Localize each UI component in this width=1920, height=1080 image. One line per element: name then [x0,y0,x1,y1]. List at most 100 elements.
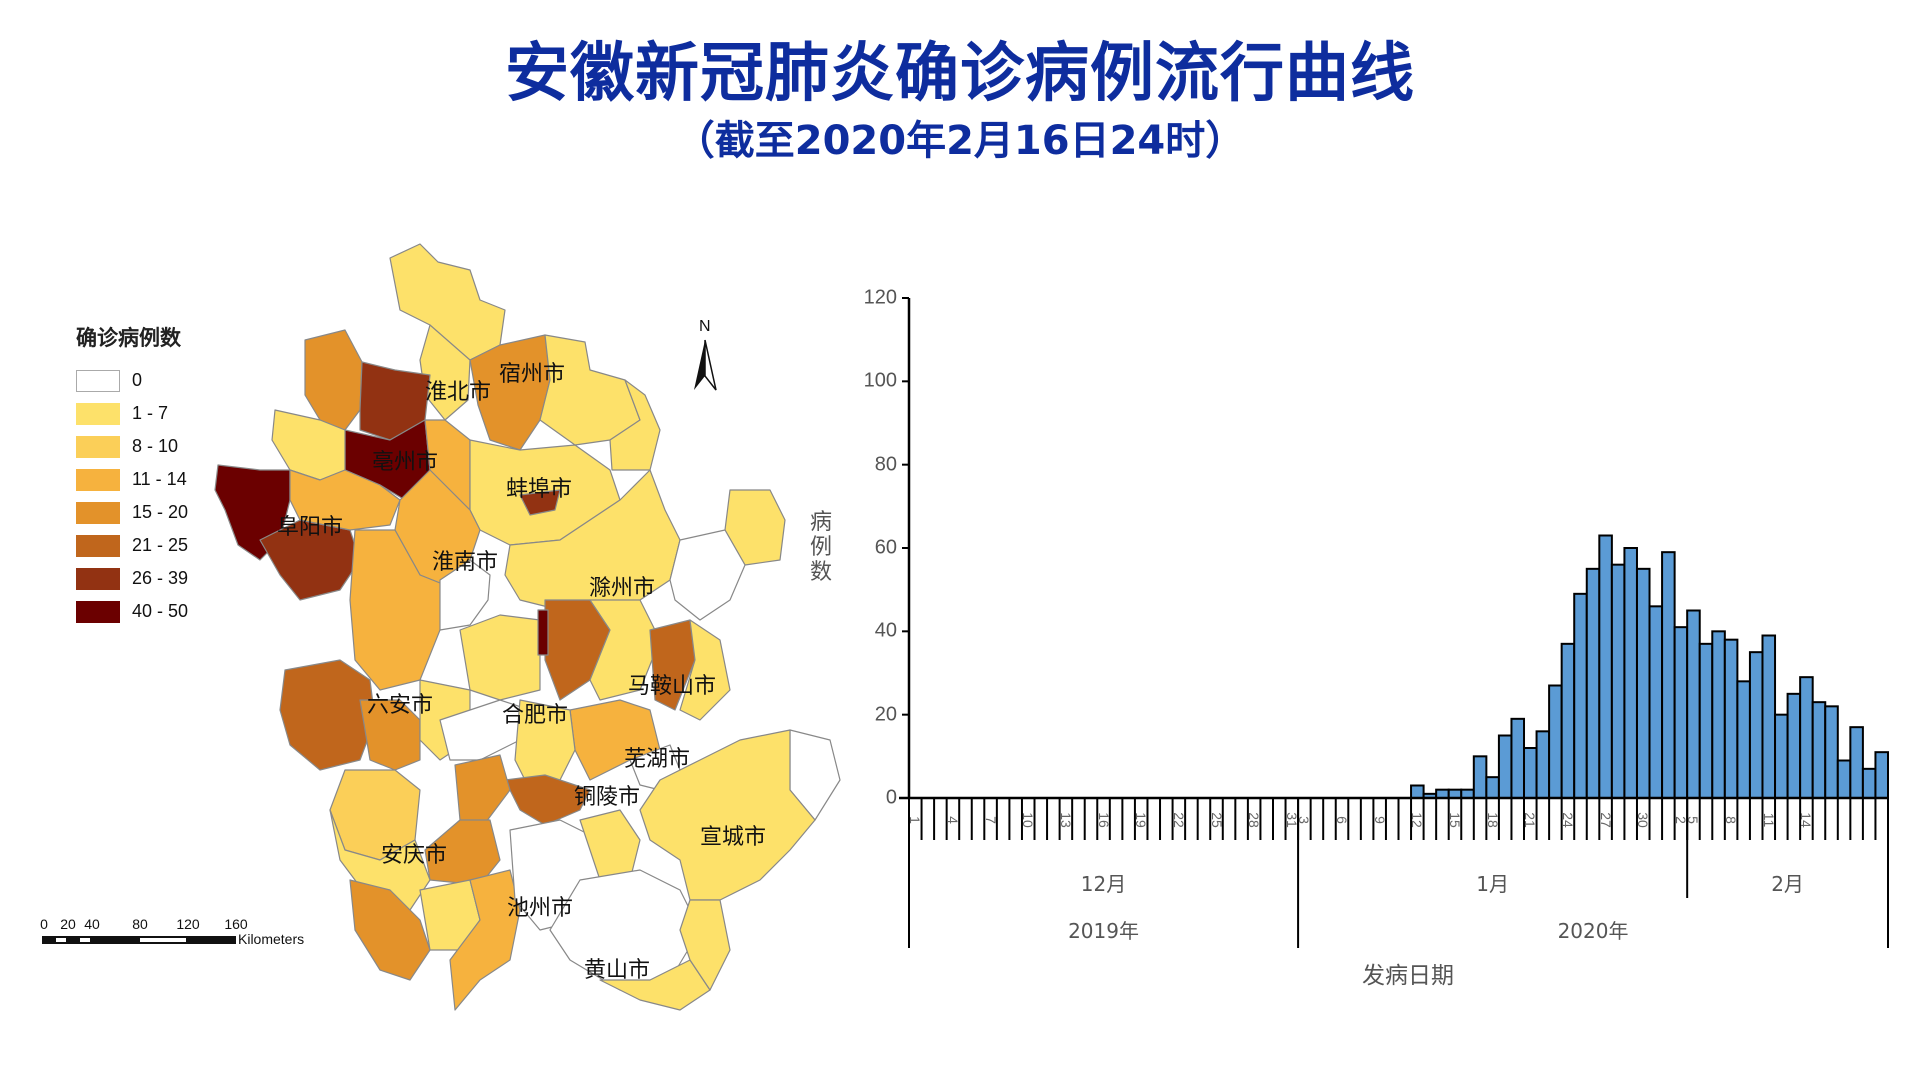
region-liuan-brown [279,659,376,771]
region-suzhou-east2 [609,379,661,471]
legend-label: 0 [132,370,143,390]
x-tick-label: 19 [1133,812,1150,828]
legend-item: 21 - 25 [76,529,188,562]
x-tick-label: 28 [1246,812,1263,828]
region-anqing-orange [454,754,511,831]
y-tick-label: 60 [874,536,897,559]
legend-label: 1 - 7 [132,403,169,423]
city-label: 铜陵市 [573,785,641,810]
legend-item: 1 - 7 [76,397,188,430]
bar [1811,701,1827,800]
region-chizhou-yellow [579,809,641,881]
bar [1635,567,1651,799]
city-label: 芜湖市 [623,747,691,772]
legend-label: 8 - 10 [132,436,179,456]
bar [1523,747,1538,799]
city-label: 黄山市 [583,958,651,983]
region-fuyang-mid [289,469,401,531]
city-label: 合肥市 [501,703,569,728]
legend-title: 确诊病例数 [76,326,181,350]
legend-label: 40 - 50 [132,601,189,621]
page-subtitle: （截至2020年2月16日24时） [674,118,1246,164]
x-tick-label: 30 [1635,812,1652,828]
bar [1623,547,1638,799]
x-tick-label: 27 [1597,812,1614,828]
bar [1472,755,1488,799]
bar [1548,684,1563,799]
region-bozhou-orange [304,329,363,431]
x-tick-label: 22 [1170,812,1187,828]
x-tick-label: 21 [1522,812,1539,828]
region-hefei-dark [537,609,549,656]
region-huainan-white [439,559,491,631]
bar [1836,759,1852,799]
y-tick-label: 20 [874,703,897,726]
legend-swatch [76,600,120,623]
legend-swatch [76,435,120,458]
legend-swatch [76,468,120,491]
scale-bar-graphic [42,936,236,944]
region-xuancheng [639,729,816,901]
x-tick-label: 13 [1057,812,1074,828]
x-month-label: 1月 [1476,872,1509,896]
legend-item: 8 - 10 [76,430,188,463]
scale-bar: 0 20 40 80 120 160 Kilometers [40,916,305,947]
legend-label: 26 - 39 [132,568,189,588]
legend-item: 15 - 20 [76,496,188,529]
x-tick-label: 10 [1020,812,1037,828]
region-north-tip [389,243,506,361]
bar [1598,534,1613,799]
x-tick-label: 11 [1760,812,1777,828]
x-tick-label: 9 [1371,816,1388,824]
x-tick-label: 3 [1296,816,1313,824]
bar [1774,713,1789,800]
x-tick-label: 18 [1484,812,1501,828]
region-liuan-north [349,529,446,691]
bar [1786,692,1802,799]
bar [1874,751,1890,800]
legend-swatch [76,369,120,392]
legend-swatch [76,567,120,590]
scale-unit: Kilometers [238,931,305,947]
y-tick-label: 120 [863,286,897,309]
city-label: 亳州市 [371,450,439,475]
bar [1648,605,1664,799]
bar [1861,767,1877,799]
y-axis-title: 病例数 [809,510,832,585]
legend-item: 0 [76,364,188,397]
x-tick-label: 4 [944,816,961,824]
x-tick-label: 15 [1446,812,1463,828]
anhui-choropleth-map [214,243,841,1011]
north-arrow: N [690,318,726,398]
x-month-label: 2月 [1771,872,1804,896]
region-hefei-east [589,599,661,701]
x-tick-label: 1 [907,816,924,824]
region-anqing-south [349,879,431,981]
page-title: 安徽新冠肺炎确诊病例流行曲线 [505,37,1415,111]
north-label: N [699,318,711,335]
city-label: 宿州市 [498,362,566,387]
x-tick-label: 6 [1334,816,1351,824]
x-tick-label: 12 [1409,812,1426,828]
bar [1761,634,1777,799]
region-xuancheng-south [679,899,731,991]
legend-swatch [76,402,120,425]
bar [1698,642,1714,799]
city-label: 淮南市 [431,550,499,575]
bar [1573,592,1588,799]
legend-item: 11 - 14 [76,463,188,496]
bar [1485,776,1500,800]
bar [1711,630,1726,799]
bar [1849,726,1864,800]
bar [1748,651,1764,800]
bar [1410,784,1425,799]
region-chuzhou-white [669,529,746,621]
region-tongling-brown [504,774,591,826]
map-legend: 确诊病例数 0 1 - 7 8 - 10 11 - 14 15 - 20 21 - 25 2… [76,322,188,628]
city-label: 安庆市 [380,843,448,868]
y-tick-label: 80 [874,453,897,476]
city-label: 马鞍山市 [627,674,717,699]
x-tick-label: 24 [1559,812,1576,828]
legend-swatch [76,501,120,524]
